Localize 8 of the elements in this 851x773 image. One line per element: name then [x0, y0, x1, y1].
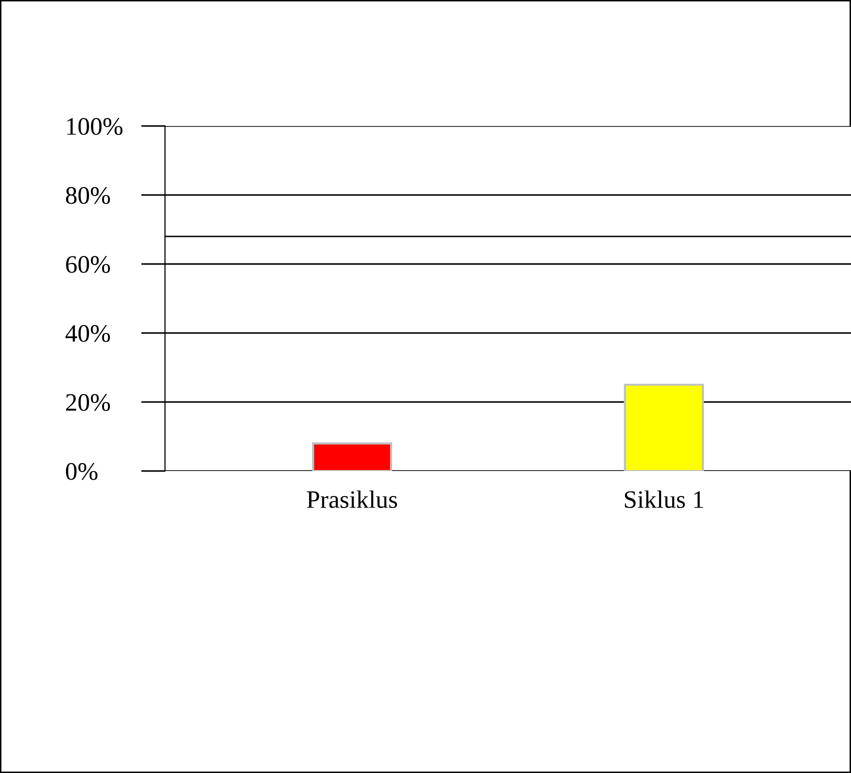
y-tick-label: 80% — [66, 187, 110, 204]
y-tick-label: 0% — [66, 463, 98, 480]
x-tick-label: Siklus 1 — [624, 490, 704, 508]
y-tick-label: 60% — [66, 256, 110, 273]
y-tick-label: 40% — [65, 325, 110, 342]
y-tick-label: 20% — [66, 394, 110, 411]
y-tick-label: 100% — [67, 118, 122, 135]
x-tick-label: Prasiklus — [306, 490, 398, 508]
